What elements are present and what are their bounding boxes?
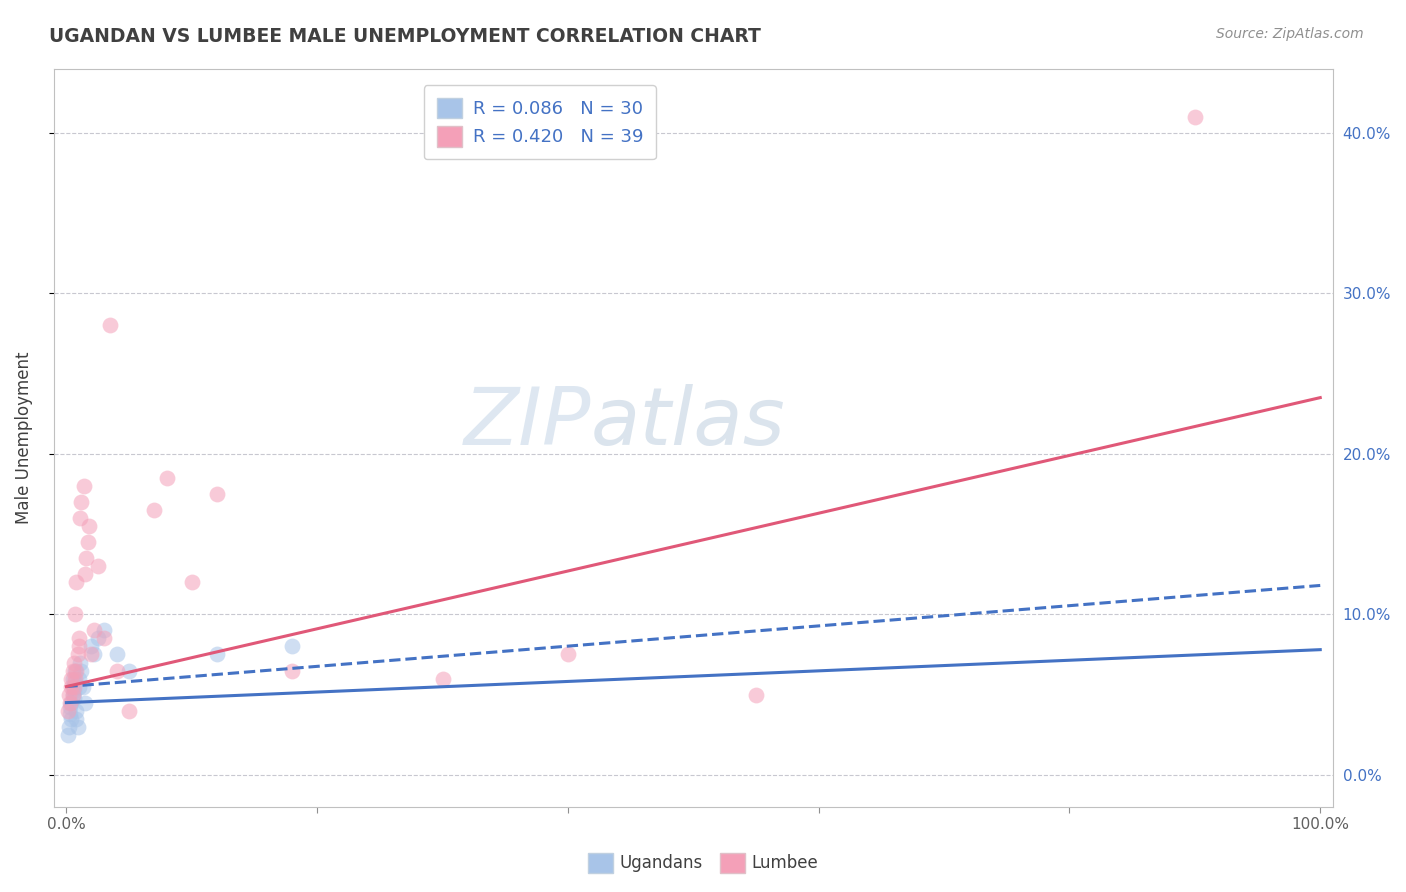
Point <box>205 487 228 501</box>
Point <box>63 684 86 698</box>
Point <box>75 551 97 566</box>
Text: Source: ZipAtlas.com: Source: ZipAtlas.com <box>1216 27 1364 41</box>
Point <box>59 706 82 721</box>
Point <box>65 575 87 590</box>
Point <box>65 712 87 726</box>
Point <box>58 720 80 734</box>
Point <box>62 688 84 702</box>
Point <box>63 672 86 686</box>
Point <box>62 688 84 702</box>
Point <box>118 664 141 678</box>
Point <box>281 664 304 678</box>
Point <box>93 624 115 638</box>
Text: atlas: atlas <box>591 384 786 462</box>
Text: ZIP: ZIP <box>464 384 591 462</box>
Point <box>75 567 97 582</box>
Point <box>60 680 83 694</box>
Point <box>557 648 579 662</box>
Point <box>67 680 90 694</box>
Point <box>63 656 86 670</box>
Point <box>69 511 91 525</box>
Point <box>67 640 90 654</box>
Point <box>70 495 93 509</box>
Point <box>87 632 110 646</box>
Point <box>118 704 141 718</box>
Point <box>66 720 89 734</box>
Point <box>180 575 202 590</box>
Point <box>59 700 82 714</box>
Point <box>65 704 87 718</box>
Point <box>63 680 86 694</box>
Point <box>56 704 79 718</box>
Point <box>60 672 83 686</box>
Point <box>75 696 97 710</box>
Text: UGANDAN VS LUMBEE MALE UNEMPLOYMENT CORRELATION CHART: UGANDAN VS LUMBEE MALE UNEMPLOYMENT CORR… <box>49 27 761 45</box>
Point <box>56 728 79 742</box>
Point <box>62 680 84 694</box>
Point <box>73 479 96 493</box>
Point <box>93 632 115 646</box>
Point <box>432 672 454 686</box>
Legend: Ugandans, Lumbee: Ugandans, Lumbee <box>581 847 825 880</box>
Y-axis label: Male Unemployment: Male Unemployment <box>15 351 32 524</box>
Point <box>60 696 83 710</box>
Point <box>80 648 103 662</box>
Point <box>1184 110 1206 124</box>
Point <box>67 632 90 646</box>
Legend: R = 0.086   N = 30, R = 0.420   N = 39: R = 0.086 N = 30, R = 0.420 N = 39 <box>423 85 655 159</box>
Point <box>63 607 86 622</box>
Point <box>67 672 90 686</box>
Point <box>65 664 87 678</box>
Point <box>105 648 128 662</box>
Point <box>63 664 86 678</box>
Point <box>281 640 304 654</box>
Point <box>745 688 768 702</box>
Point <box>66 648 89 662</box>
Point <box>59 696 82 710</box>
Point <box>83 624 105 638</box>
Point <box>62 672 84 686</box>
Point <box>63 690 86 705</box>
Point <box>156 471 179 485</box>
Point <box>62 664 84 678</box>
Point <box>76 535 98 549</box>
Point <box>72 680 94 694</box>
Point <box>69 656 91 670</box>
Point <box>105 664 128 678</box>
Point <box>58 688 80 702</box>
Point <box>77 519 100 533</box>
Point <box>143 503 166 517</box>
Point <box>205 648 228 662</box>
Point <box>83 648 105 662</box>
Point <box>98 318 121 333</box>
Point <box>80 640 103 654</box>
Point <box>63 674 86 689</box>
Point <box>87 559 110 574</box>
Point <box>70 664 93 678</box>
Point <box>60 712 83 726</box>
